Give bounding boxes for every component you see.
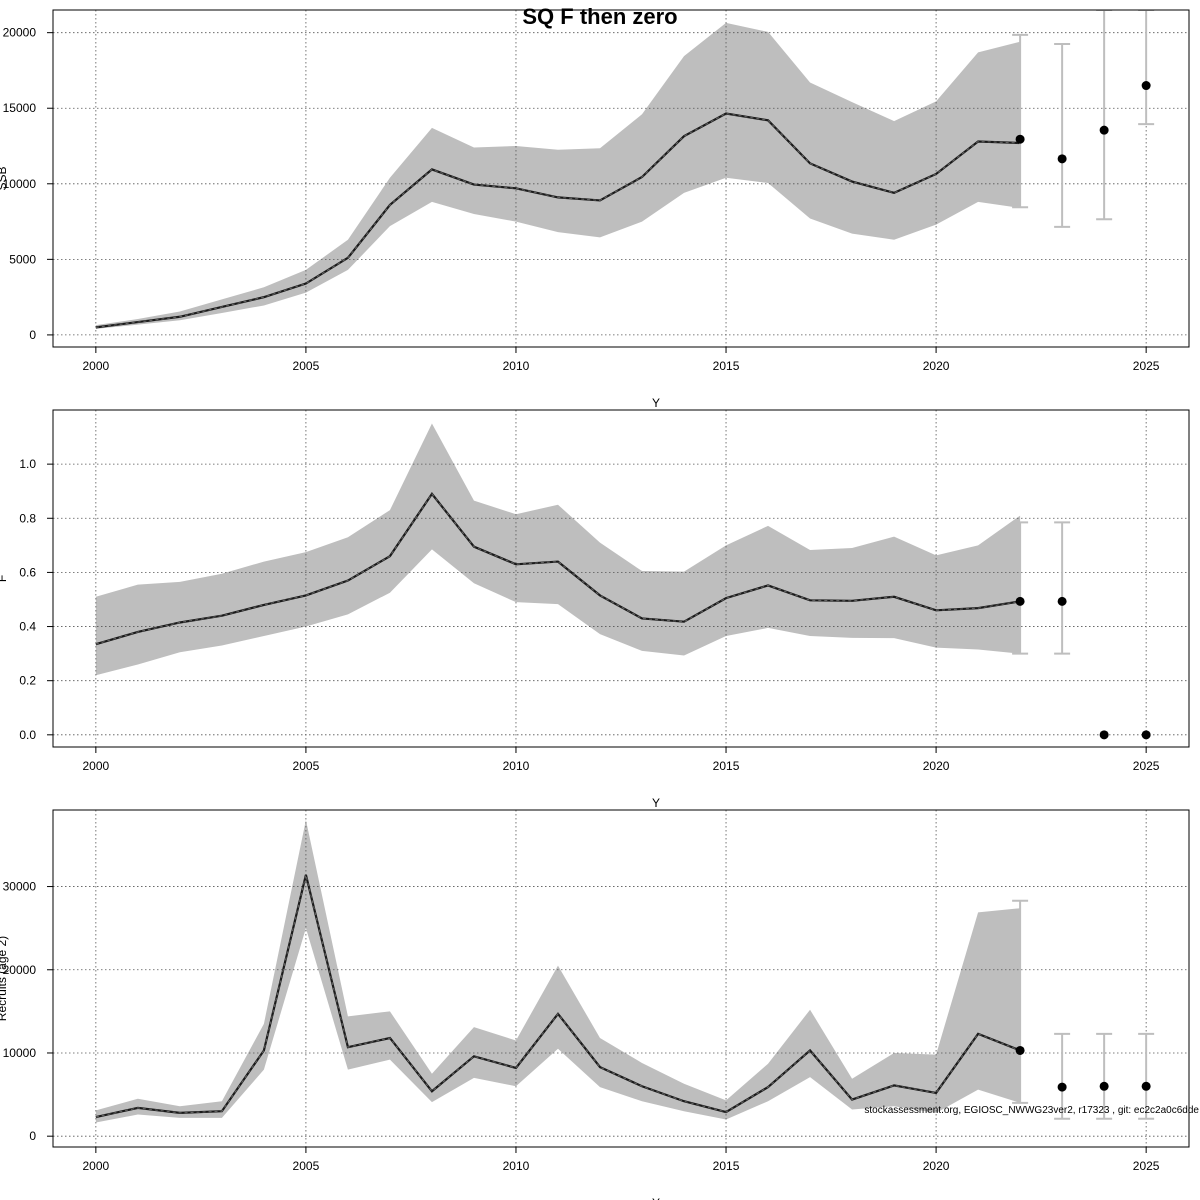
fbar-plot-frame — [52, 409, 1190, 748]
fbar-forecast-point-2023 — [1057, 596, 1067, 606]
recruitment-x-tick-label-2000: 2000 — [83, 1159, 110, 1173]
ssb-forecast-point-2022 — [1015, 134, 1025, 144]
ssb-panel: 2000 2005 2010 2015 2020 2025 0 5000 10000 15000 2… — [0, 9, 1190, 410]
panels: 2000 2005 2010 2015 2020 2025 0 5000 10000 15000 2… — [0, 9, 1190, 1200]
ssb-y-tick-label-0: 0 — [29, 328, 36, 342]
recruitment-forecast-errorbar-2025 — [1138, 1032, 1155, 1120]
recruitment-estimate-line-dash — [95, 874, 1021, 1118]
fbar-y-tick-label-0.8: 0.8 — [19, 511, 36, 525]
fbar-y-axis-label: F — [0, 575, 9, 582]
fbar-x-tick-label-2025: 2025 — [1133, 759, 1160, 773]
ssb-y-tick-label-10000: 10000 — [3, 177, 37, 191]
fbar-y-tick-label-1: 1.0 — [19, 457, 36, 471]
ssb-forecast-point-2023 — [1057, 154, 1067, 164]
ssb-x-tick-label-2010: 2010 — [503, 359, 530, 373]
fbar-forecast-errorbar-2022 — [1012, 521, 1029, 655]
recruitment-forecast-errorbar-2023 — [1054, 1032, 1071, 1120]
ssb-plot-frame — [52, 9, 1190, 348]
fbar-x-axis-label: Y — [652, 796, 660, 810]
fbar-y-tick-label-0: 0.0 — [19, 728, 36, 742]
recruitment-y-tick-label-0: 0 — [29, 1129, 36, 1143]
recruitment-forecast-point-2024 — [1099, 1081, 1109, 1091]
ssb-y-tick-label-5000: 5000 — [9, 252, 36, 266]
recruitment-confidence-band — [95, 819, 1021, 1123]
ssb-x-tick-label-2005: 2005 — [293, 359, 320, 373]
ssb-estimate-line-dash — [95, 112, 1021, 328]
recruitment-x-axis-label: Y — [652, 1196, 660, 1200]
fbar-x-tick-label-2000: 2000 — [83, 759, 110, 773]
recruitment-x-tick-label-2005: 2005 — [293, 1159, 320, 1173]
recruitment-forecast-point-2022 — [1015, 1045, 1025, 1055]
recruitment-forecast-point-2025 — [1141, 1081, 1151, 1091]
fbar-x-tick-label-2020: 2020 — [923, 759, 950, 773]
fbar-forecast-point-2025 — [1141, 730, 1151, 740]
recruitment-forecast-errorbar-2024 — [1096, 1032, 1113, 1120]
footer-credit: stockassessment.org, EGIOSC_NWWG23ver2, … — [864, 1105, 1199, 1116]
recruitment-y-axis-label: Recruits (age 2) — [0, 936, 9, 1021]
recruitment-y-tick-label-20000: 20000 — [3, 963, 37, 977]
ssb-forecast-errorbar-2025 — [1138, 10, 1155, 126]
ssb-forecast-errorbar-2024 — [1096, 10, 1113, 221]
recruitment-panel: 2000 2005 2010 2015 2020 2025 0 10000 20000 30000… — [0, 809, 1190, 1200]
fbar-y-tick-label-0.4: 0.4 — [19, 620, 36, 634]
fbar-x-tick-label-2005: 2005 — [293, 759, 320, 773]
ssb-y-tick-label-20000: 20000 — [3, 26, 37, 40]
recruitment-x-tick-label-2025: 2025 — [1133, 1159, 1160, 1173]
ssb-confidence-band — [95, 22, 1021, 329]
ssb-x-tick-label-2025: 2025 — [1133, 359, 1160, 373]
recruitment-forecast-point-2023 — [1057, 1082, 1067, 1092]
fbar-estimate-line-dash — [95, 493, 1021, 645]
recruitment-y-tick-label-30000: 30000 — [3, 880, 37, 894]
fbar-y-tick-label-0.6: 0.6 — [19, 565, 36, 579]
fbar-panel: 2000 2005 2010 2015 2020 2025 0.0 0.2 0.4 0.6 0.8 1… — [0, 409, 1190, 810]
recruitment-x-tick-label-2010: 2010 — [503, 1159, 530, 1173]
ssb-x-axis-label: Y — [652, 396, 660, 410]
fbar-forecast-errorbar-2023 — [1054, 521, 1071, 655]
fbar-confidence-band — [95, 423, 1021, 676]
fbar-forecast-point-2022 — [1015, 596, 1025, 606]
ssb-forecast-errorbar-2022 — [1012, 33, 1029, 209]
fbar-x-tick-label-2015: 2015 — [713, 759, 740, 773]
ssb-x-tick-label-2020: 2020 — [923, 359, 950, 373]
recruitment-x-tick-label-2015: 2015 — [713, 1159, 740, 1173]
fbar-forecast-point-2024 — [1099, 730, 1109, 740]
recruitment-y-tick-label-10000: 10000 — [3, 1046, 37, 1060]
ssb-x-tick-label-2015: 2015 — [713, 359, 740, 373]
figure-title: SQ F then zero — [522, 4, 677, 29]
ssb-y-axis-label: SSB — [0, 166, 9, 190]
recruitment-x-tick-label-2020: 2020 — [923, 1159, 950, 1173]
fbar-y-tick-label-0.2: 0.2 — [19, 674, 36, 688]
ssb-forecast-errorbar-2023 — [1054, 43, 1071, 228]
ssb-x-tick-label-2000: 2000 — [83, 359, 110, 373]
fbar-x-tick-label-2010: 2010 — [503, 759, 530, 773]
ssb-forecast-point-2024 — [1099, 125, 1109, 135]
ssb-forecast-point-2025 — [1141, 81, 1151, 91]
ssb-y-tick-label-15000: 15000 — [3, 101, 37, 115]
recruitment-forecast-errorbar-2022 — [1012, 899, 1029, 1104]
recruitment-plot-frame — [52, 809, 1190, 1148]
